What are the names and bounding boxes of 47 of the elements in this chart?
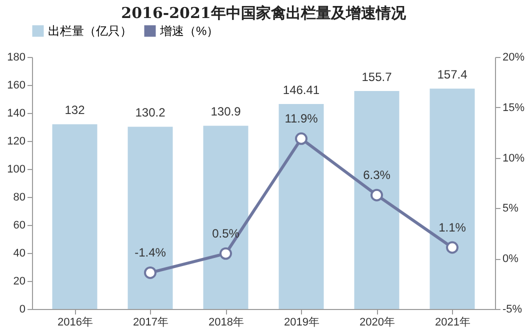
- point: [295, 132, 308, 145]
- data-label: 130.9: [210, 104, 242, 119]
- x-tick-label: 2020年: [360, 316, 395, 328]
- y2-tick-label: 15%: [502, 102, 525, 114]
- bar: [430, 88, 475, 309]
- point: [446, 241, 458, 254]
- y-tick-label: 100: [7, 164, 26, 176]
- y-tick-label: 120: [7, 136, 26, 148]
- y2-tick-label: 5%: [502, 202, 519, 215]
- y-tick-label: 140: [7, 108, 26, 120]
- bar: [354, 91, 400, 309]
- bar: [203, 126, 248, 309]
- point: [144, 266, 156, 279]
- legend-label: 出栏量（亿只）: [48, 24, 132, 38]
- bar: [52, 124, 98, 309]
- data-label: 6.3%: [363, 168, 391, 182]
- y-tick-label: 20: [13, 276, 26, 288]
- x-tick-label: 2019年: [284, 316, 320, 328]
- y2-tick-label: 20%: [502, 52, 525, 64]
- y-tick-label: 40: [13, 248, 26, 260]
- bar: [278, 104, 324, 309]
- data-label: 155.7: [362, 70, 392, 84]
- data-label: 11.9%: [284, 112, 318, 126]
- x-tick-label: 2016年: [58, 316, 93, 328]
- x-tick-label: 2018年: [208, 316, 244, 328]
- data-label: 130.2: [135, 106, 166, 120]
- data-label: 1.1%: [438, 220, 466, 235]
- legend-label: 增速（%）: [159, 24, 219, 38]
- y-tick-label: 60: [13, 220, 26, 232]
- y-tick-label: 180: [7, 52, 26, 64]
- data-label: 132: [64, 103, 86, 118]
- data-label: 157.4: [437, 68, 468, 82]
- point: [220, 247, 232, 260]
- bar: [128, 126, 173, 309]
- y-tick-label: 160: [7, 80, 26, 92]
- chart-title: 2016-2021年中国家禽出栏量及增速情况: [121, 4, 407, 22]
- y2-tick-label: 0%: [502, 253, 519, 266]
- x-tick-label: 2017年: [133, 316, 168, 328]
- data-label: 0.5%: [212, 226, 240, 241]
- y-tick-label: 0: [19, 304, 26, 316]
- data-label: -1.4%: [134, 246, 166, 260]
- y2-tick-label: 10%: [502, 152, 525, 164]
- data-label: 146.41: [282, 83, 320, 98]
- y2-tick-label: -5%: [502, 304, 522, 316]
- y-tick-label: 80: [13, 192, 26, 204]
- point: [370, 188, 383, 202]
- x-tick-label: 2021年: [435, 316, 470, 328]
